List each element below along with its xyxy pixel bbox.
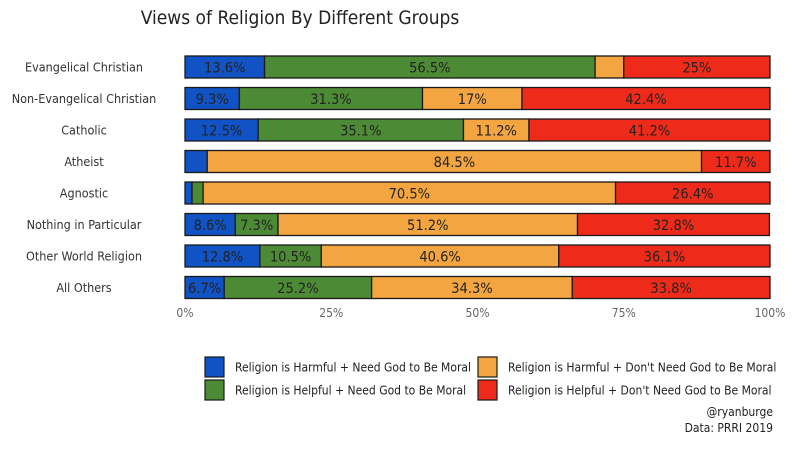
data-label: 36.1% [644, 250, 685, 266]
data-label: 25% [682, 61, 711, 77]
x-tick-label: 25% [319, 306, 343, 320]
category-label: Non-Evangelical Christian [12, 91, 156, 106]
bar-segment [521, 86, 771, 111]
data-label: 7.3% [240, 218, 273, 234]
bar-segment [184, 149, 208, 174]
data-label: 51.2% [407, 218, 448, 234]
data-label: 11.7% [715, 155, 756, 171]
x-axis-ticks: 0% 25% 50% 75% 100% [176, 306, 785, 320]
data-label: 40.6% [419, 250, 460, 266]
bars: 13.6% 56.5% 25% 9.3% 31.3% 17% 42.4% 12.5% 35.1%… [184, 55, 771, 300]
legend: Religion is Harmful + Need God to Be Mor… [204, 356, 776, 401]
x-tick-label: 100% [755, 306, 786, 320]
category-label: All Others [56, 280, 111, 295]
bar-segment [528, 118, 771, 142]
data-label: 32.8% [653, 218, 694, 234]
data-label: 35.1% [340, 124, 381, 140]
bar-segment [576, 212, 771, 237]
category-label: Nothing in Particular [27, 217, 142, 232]
bar-segment [614, 181, 771, 205]
bar-segment [558, 244, 771, 268]
data-label: 56.5% [409, 61, 450, 77]
data-label: 25.2% [277, 281, 318, 297]
bar-segment [571, 275, 771, 300]
data-label: 11.2% [476, 124, 517, 140]
category-label: Catholic [61, 123, 107, 138]
credit-source: Data: PRRI 2019 [685, 421, 774, 435]
x-tick-label: 50% [466, 306, 490, 320]
data-label: 12.8% [202, 250, 243, 266]
data-label: 42.4% [625, 92, 666, 108]
bar-segment [184, 181, 193, 205]
legend-swatch [204, 356, 225, 378]
legend-swatch [477, 379, 498, 401]
category-label: Other World Religion [26, 249, 142, 264]
x-tick-label: 0% [176, 306, 193, 320]
bar-segment [700, 149, 771, 174]
data-label: 31.3% [310, 92, 351, 108]
category-label: Agnostic [60, 186, 108, 201]
data-label: 8.6% [194, 218, 227, 234]
category-labels: Evangelical Christian Non-Evangelical Chr… [12, 60, 156, 296]
category-label: Evangelical Christian [25, 60, 143, 75]
legend-label: Religion is Harmful + Need God to Be Mor… [235, 361, 471, 375]
data-label: 26.4% [672, 187, 713, 203]
bar-segment [594, 55, 625, 79]
legend-swatch [477, 356, 498, 378]
data-label: 9.3% [196, 92, 229, 108]
data-label: 33.8% [650, 281, 691, 297]
bar-segment [191, 181, 204, 205]
bar-segment [623, 55, 771, 79]
credit-author: @ryanburge [706, 405, 773, 419]
legend-label: Religion is Helpful + Need God to Be Mor… [235, 384, 466, 398]
legend-swatch [204, 379, 225, 401]
data-label: 34.3% [451, 281, 492, 297]
data-label: 17% [458, 92, 487, 108]
data-label: 13.6% [204, 61, 245, 77]
x-tick-label: 75% [612, 306, 636, 320]
chart-title: Views of Religion By Different Groups [141, 7, 460, 29]
data-label: 12.5% [201, 124, 242, 140]
data-label: 41.2% [629, 124, 670, 140]
legend-label: Religion is Helpful + Don't Need God to … [508, 384, 772, 398]
data-label: 84.5% [434, 155, 475, 171]
data-label: 70.5% [389, 187, 430, 203]
data-label: 10.5% [270, 250, 311, 266]
category-label: Atheist [64, 154, 104, 169]
data-label: 6.7% [188, 281, 221, 297]
legend-label: Religion is Harmful + Don't Need God to … [508, 361, 776, 375]
